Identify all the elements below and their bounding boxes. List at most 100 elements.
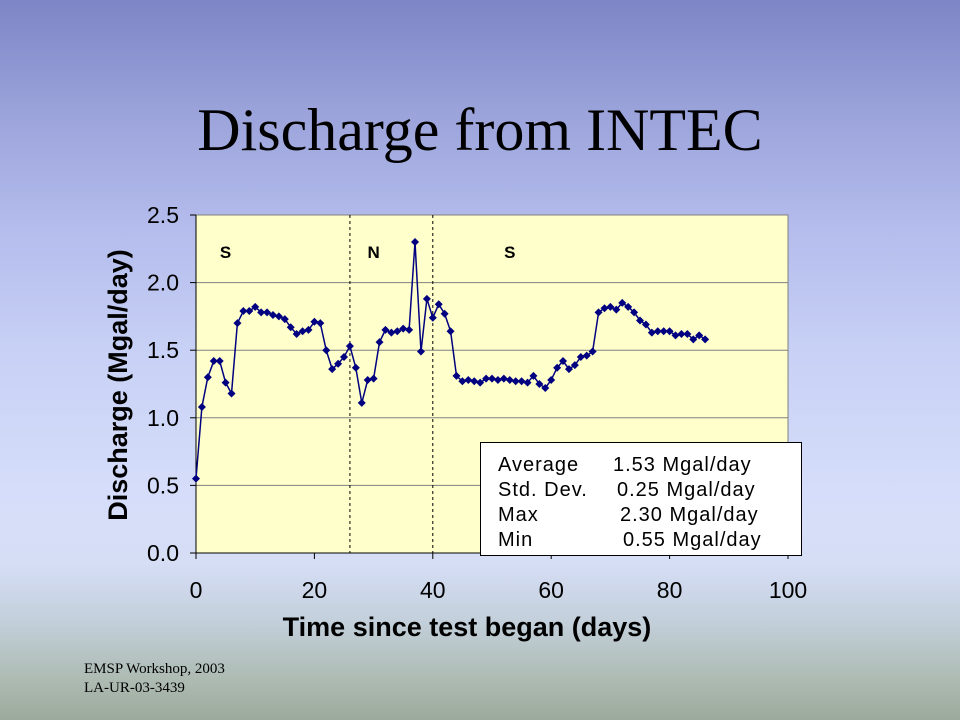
data-point — [411, 238, 420, 247]
data-point — [257, 308, 266, 317]
data-point — [653, 327, 662, 336]
data-point — [310, 317, 319, 326]
data-point — [363, 375, 372, 384]
data-point — [559, 357, 568, 366]
data-point — [659, 327, 668, 336]
data-point — [203, 373, 212, 382]
data-point — [535, 380, 544, 388]
data-point — [381, 325, 390, 334]
stat-row-average: Average 1.53 Mgal/day — [481, 453, 801, 478]
data-point — [369, 374, 378, 383]
y-tick-label: 1.5 — [147, 337, 179, 363]
slide-footer: EMSP Workshop, 2003 LA-UR-03-3439 — [84, 660, 225, 698]
data-point — [357, 398, 366, 407]
x-tick-label: 80 — [657, 577, 683, 603]
data-point — [588, 347, 597, 356]
data-point — [677, 329, 686, 338]
x-tick-label: 60 — [538, 577, 564, 603]
data-point — [488, 374, 496, 383]
data-point — [227, 389, 236, 398]
data-point — [695, 331, 704, 340]
data-point — [215, 357, 224, 366]
data-point — [322, 346, 331, 355]
data-point — [464, 375, 473, 384]
data-point — [328, 365, 337, 374]
data-point — [263, 308, 272, 317]
data-point — [251, 302, 260, 311]
x-tick-label: 100 — [769, 577, 807, 603]
data-point — [239, 306, 248, 315]
data-point — [428, 313, 437, 322]
data-point — [523, 378, 532, 387]
data-point — [351, 363, 360, 372]
data-point — [387, 328, 396, 337]
data-point — [683, 329, 692, 338]
data-point — [553, 363, 562, 372]
data-point — [458, 377, 467, 386]
data-point — [689, 335, 698, 344]
zone-label: N — [367, 243, 379, 262]
data-point — [647, 328, 656, 337]
data-point — [280, 315, 289, 324]
data-point — [499, 374, 508, 383]
data-point — [375, 338, 384, 347]
data-point — [630, 308, 639, 317]
data-point — [570, 361, 579, 370]
data-point — [434, 300, 443, 309]
data-point — [405, 325, 414, 334]
y-tick-label: 2.0 — [147, 270, 179, 296]
data-point — [606, 302, 615, 311]
x-axis-title: Time since test began (days) — [283, 612, 652, 642]
statistics-box: Average 1.53 Mgal/day Std. Dev. 0.25 Mga… — [480, 442, 802, 556]
y-tick-label: 0.5 — [147, 472, 179, 498]
x-tick-label: 40 — [420, 577, 446, 603]
slide-title: Discharge from INTEC — [197, 97, 763, 163]
data-point — [618, 298, 627, 307]
data-point — [511, 377, 520, 386]
data-point — [440, 309, 449, 318]
data-point — [476, 378, 485, 387]
data-point — [334, 359, 343, 368]
stat-label-average: Average — [498, 454, 580, 476]
data-point — [221, 378, 230, 387]
data-point — [641, 320, 650, 329]
y-tick-label: 1.0 — [147, 405, 179, 431]
data-point — [576, 352, 585, 361]
data-point — [493, 375, 502, 384]
stat-row-min: Min 0.55 Mgal/day — [481, 528, 801, 553]
data-point — [612, 305, 621, 314]
data-point — [286, 323, 295, 332]
data-point — [304, 325, 313, 334]
data-point — [422, 294, 431, 303]
data-point — [541, 384, 550, 393]
data-point — [594, 308, 603, 317]
data-point — [624, 302, 633, 311]
data-point — [671, 331, 680, 340]
data-point — [340, 352, 348, 361]
data-point — [600, 304, 609, 313]
zone-label: S — [504, 243, 515, 262]
stat-label-min: Min — [498, 529, 534, 551]
stat-row-std-dev: Std. Dev. 0.25 Mgal/day — [481, 478, 801, 503]
data-point — [446, 327, 455, 336]
data-point — [197, 402, 206, 411]
data-point — [547, 375, 556, 384]
data-point — [268, 311, 277, 320]
y-tick-label: 2.5 — [147, 202, 179, 228]
data-point — [701, 335, 710, 344]
data-point — [298, 327, 307, 336]
footer-report-number: LA-UR-03-3439 — [84, 680, 185, 696]
stat-value-average: 1.53 Mgal/day — [613, 454, 752, 476]
footer-event: EMSP Workshop, 2003 — [84, 661, 225, 677]
stat-label-max: Max — [498, 504, 539, 526]
data-point — [316, 319, 325, 328]
data-point — [209, 357, 218, 366]
data-point — [274, 312, 283, 321]
data-point — [399, 324, 408, 333]
data-point — [192, 474, 200, 483]
data-point — [345, 342, 354, 351]
data-point — [564, 365, 573, 374]
zone-label: S — [220, 243, 231, 262]
stat-value-min: 0.55 Mgal/day — [623, 529, 762, 551]
